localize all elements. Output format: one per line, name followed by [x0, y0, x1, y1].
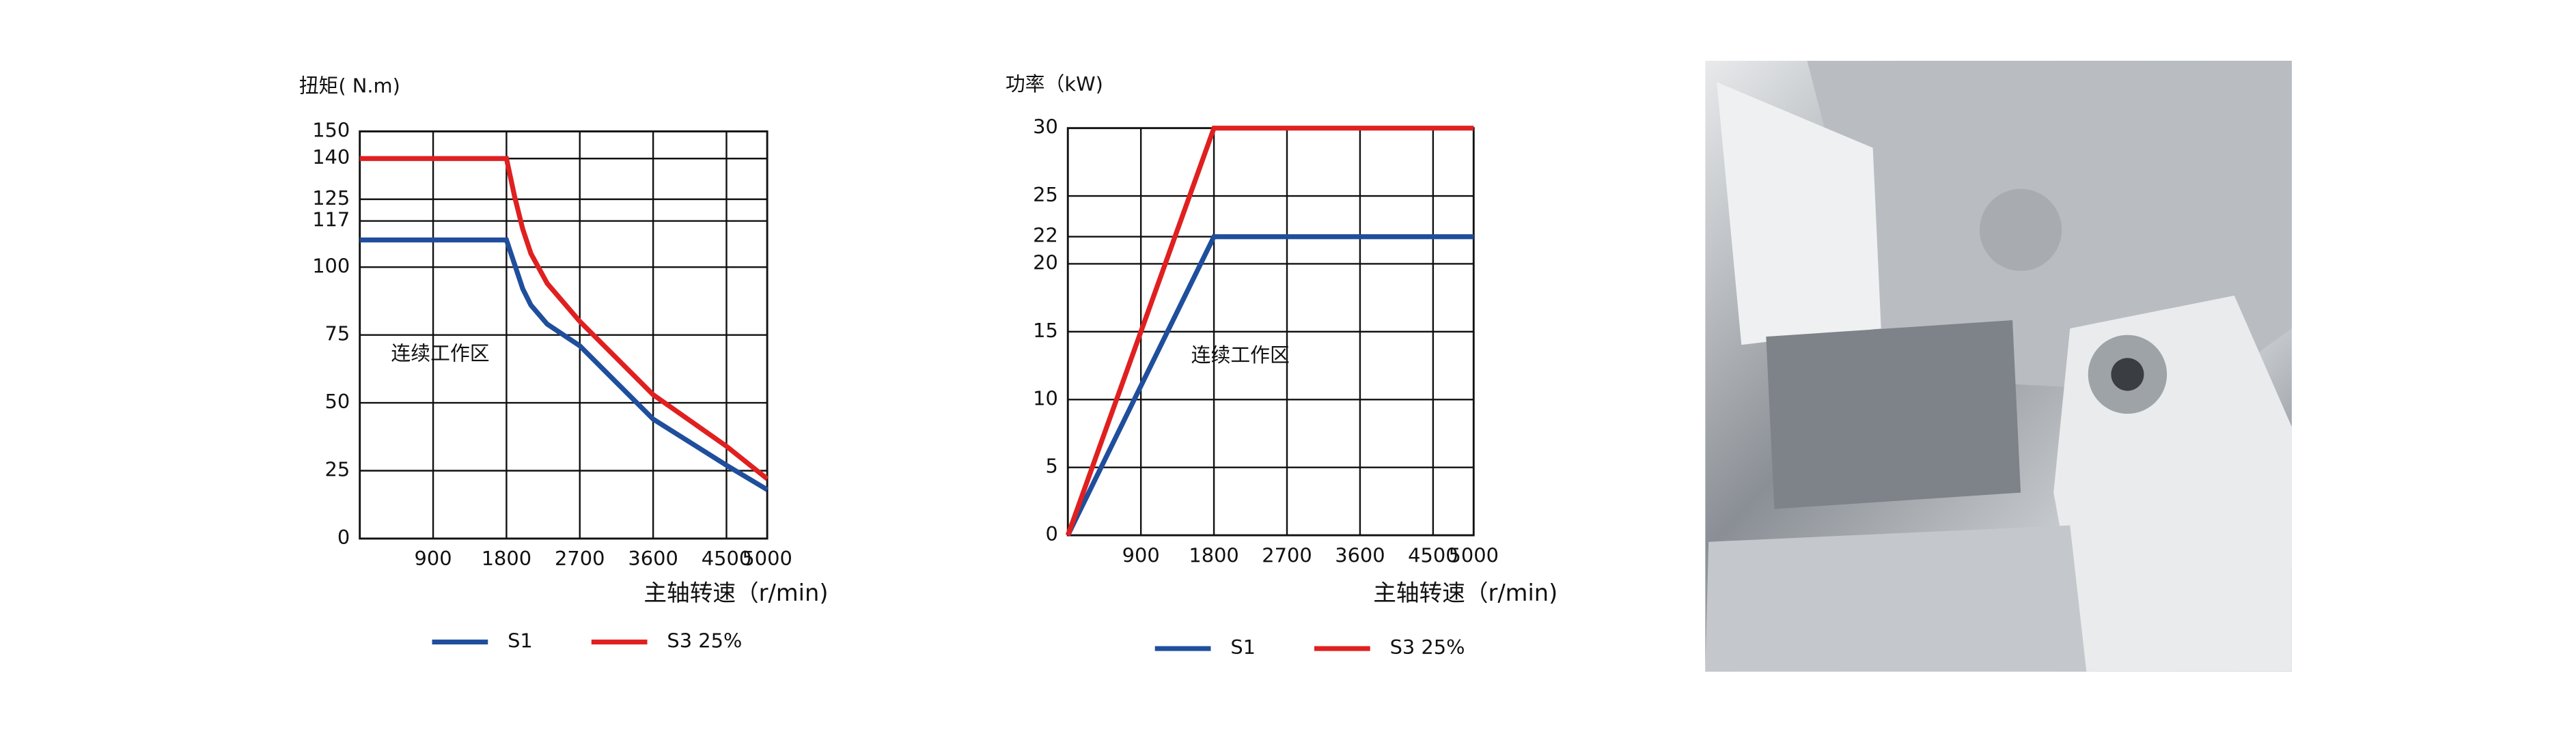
- y-tick-label: 75: [325, 322, 350, 345]
- legend-label: S1: [1230, 636, 1256, 659]
- x-tick-label: 2700: [1262, 543, 1312, 567]
- y-tick-label: 50: [325, 390, 350, 413]
- x-axis-label: 主轴转速（r/min): [1373, 580, 1557, 606]
- y-tick-label: 0: [337, 526, 350, 549]
- y-tick-label: 150: [312, 118, 350, 141]
- plot-frame: [359, 130, 768, 540]
- x-tick-label: 4500: [702, 547, 751, 570]
- y-tick-label: 5: [1045, 455, 1057, 478]
- machine-photo: [1705, 61, 2292, 672]
- series-line: [1065, 126, 1474, 537]
- y-tick-label: 25: [1033, 183, 1058, 206]
- y-axis-label: 功率（kW): [1006, 72, 1103, 96]
- x-tick-label: 1800: [1189, 543, 1238, 567]
- x-tick-label: 900: [1122, 543, 1160, 567]
- y-tick-label: 117: [312, 208, 350, 231]
- x-tick-label: 4500: [1408, 543, 1458, 567]
- x-axis-label: 主轴转速（r/min): [643, 580, 828, 606]
- y-tick-label: 10: [1033, 386, 1058, 410]
- y-tick-label: 0: [1045, 522, 1057, 545]
- y-tick-label: 15: [1033, 319, 1058, 342]
- x-tick-label: 1800: [482, 547, 531, 570]
- legend-label: S1: [508, 629, 533, 652]
- annotation: 连续工作区: [391, 342, 489, 365]
- legend-label: S3 25%: [667, 629, 742, 652]
- x-tick-label: 5000: [1449, 543, 1499, 567]
- y-axis-label: 扭矩( N.m): [299, 74, 400, 98]
- x-tick-label: 2700: [555, 547, 605, 570]
- x-tick-label: 3600: [628, 547, 678, 570]
- y-tick-label: 140: [312, 145, 350, 169]
- legend-label: S3 25%: [1390, 636, 1465, 659]
- y-tick-label: 25: [325, 458, 350, 481]
- series-line: [1065, 234, 1474, 537]
- y-tick-label: 100: [312, 254, 350, 277]
- series-line: [359, 237, 768, 492]
- y-tick-label: 22: [1033, 224, 1058, 247]
- x-tick-label: 900: [415, 547, 452, 570]
- x-tick-label: 3600: [1335, 543, 1385, 567]
- y-tick-label: 125: [312, 186, 350, 210]
- y-tick-label: 20: [1033, 251, 1058, 274]
- series-line: [359, 156, 769, 481]
- x-tick-label: 5000: [742, 547, 792, 570]
- y-tick-label: 30: [1033, 115, 1058, 139]
- annotation: 连续工作区: [1191, 343, 1290, 367]
